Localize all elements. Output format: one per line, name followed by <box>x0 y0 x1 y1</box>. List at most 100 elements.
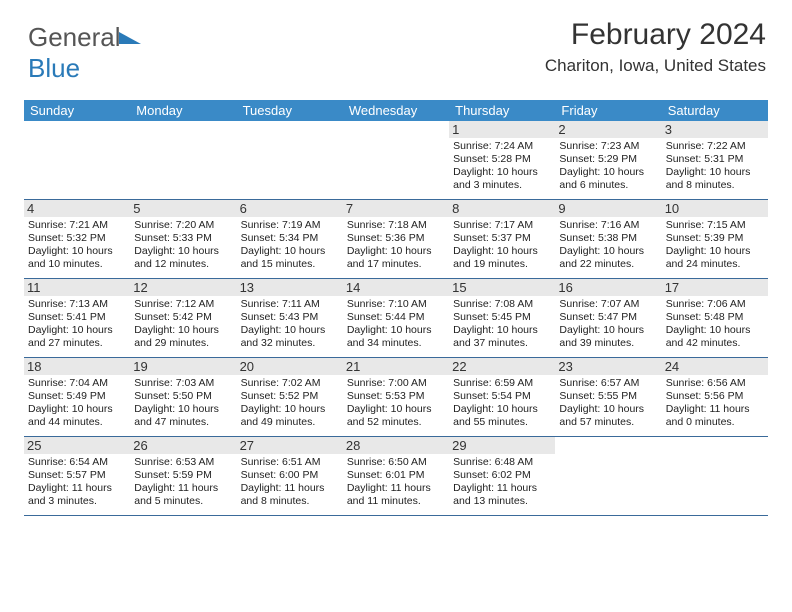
day-cell: 15 Sunrise: 7:08 AMSunset: 5:45 PMDayligh… <box>449 279 555 357</box>
day-cell: 27 Sunrise: 6:51 AMSunset: 6:00 PMDayligh… <box>237 437 343 515</box>
day-cell: 10Sunrise: 7:15 AMSunset: 5:39 PMDayligh… <box>662 200 768 278</box>
day-number: 3 <box>662 121 768 138</box>
day-info: Sunrise: 7:21 AMSunset: 5:32 PMDaylight:… <box>28 219 126 272</box>
day-cell: 13Sunrise: 7:11 AMSunset: 5:43 PMDayligh… <box>237 279 343 357</box>
day-number: 28 <box>343 437 449 454</box>
daylight-text: Daylight: 10 hours and 22 minutes. <box>559 245 657 271</box>
daylight-text: Daylight: 10 hours and 34 minutes. <box>347 324 445 350</box>
day-cell: 5Sunrise: 7:20 AMSunset: 5:33 PMDaylight… <box>130 200 236 278</box>
weekday-header: Saturday <box>662 100 768 121</box>
sunrise-text: Sunrise: 7:06 AM <box>666 298 764 311</box>
sunset-text: Sunset: 5:44 PM <box>347 311 445 324</box>
day-info: Sunrise: 7:24 AMSunset: 5:28 PMDaylight:… <box>453 140 551 193</box>
day-number: 21 <box>343 358 449 375</box>
day-number: 25 <box>24 437 130 454</box>
day-info: Sunrise: 6:54 AMSunset: 5:57 PMDaylight:… <box>28 456 126 509</box>
day-info: Sunrise: 7:12 AMSunset: 5:42 PMDaylight:… <box>134 298 232 351</box>
day-number: 27 <box>237 437 343 454</box>
daylight-text: Daylight: 10 hours and 19 minutes. <box>453 245 551 271</box>
sunset-text: Sunset: 5:36 PM <box>347 232 445 245</box>
day-cell: 17Sunrise: 7:06 AMSunset: 5:48 PMDayligh… <box>662 279 768 357</box>
day-info: Sunrise: 6:59 AMSunset: 5:54 PMDaylight:… <box>453 377 551 430</box>
day-number: 4 <box>24 200 130 217</box>
day-cell: 7 Sunrise: 7:18 AMSunset: 5:36 PMDaylight… <box>343 200 449 278</box>
day-info: Sunrise: 7:04 AMSunset: 5:49 PMDaylight:… <box>28 377 126 430</box>
sunrise-text: Sunrise: 7:10 AM <box>347 298 445 311</box>
day-number: 24 <box>662 358 768 375</box>
day-info: Sunrise: 7:16 AMSunset: 5:38 PMDaylight:… <box>559 219 657 272</box>
day-info: Sunrise: 6:51 AMSunset: 6:00 PMDaylight:… <box>241 456 339 509</box>
daylight-text: Daylight: 10 hours and 15 minutes. <box>241 245 339 271</box>
sunset-text: Sunset: 6:00 PM <box>241 469 339 482</box>
day-info: Sunrise: 7:08 AMSunset: 5:45 PMDaylight:… <box>453 298 551 351</box>
daylight-text: Daylight: 11 hours and 5 minutes. <box>134 482 232 508</box>
sunset-text: Sunset: 5:33 PM <box>134 232 232 245</box>
day-cell: 3 Sunrise: 7:22 AMSunset: 5:31 PMDaylight… <box>662 121 768 199</box>
day-cell: 14Sunrise: 7:10 AMSunset: 5:44 PMDayligh… <box>343 279 449 357</box>
weekday-header: Monday <box>130 100 236 121</box>
daylight-text: Daylight: 10 hours and 10 minutes. <box>28 245 126 271</box>
day-cell: 23Sunrise: 6:57 AMSunset: 5:55 PMDayligh… <box>555 358 661 436</box>
sunset-text: Sunset: 5:55 PM <box>559 390 657 403</box>
calendar: SundayMondayTuesdayWednesdayThursdayFrid… <box>24 100 768 516</box>
day-cell: 4 Sunrise: 7:21 AMSunset: 5:32 PMDaylight… <box>24 200 130 278</box>
weekday-header: Friday <box>555 100 661 121</box>
day-number: 2 <box>555 121 661 138</box>
sunset-text: Sunset: 5:32 PM <box>28 232 126 245</box>
day-info: Sunrise: 7:22 AMSunset: 5:31 PMDaylight:… <box>666 140 764 193</box>
sunset-text: Sunset: 5:49 PM <box>28 390 126 403</box>
sunset-text: Sunset: 5:54 PM <box>453 390 551 403</box>
sunrise-text: Sunrise: 7:15 AM <box>666 219 764 232</box>
day-number: 15 <box>449 279 555 296</box>
day-cell: . <box>662 437 768 515</box>
day-number: 26 <box>130 437 236 454</box>
title-block: February 2024 Chariton, Iowa, United Sta… <box>545 18 766 76</box>
sunrise-text: Sunrise: 7:12 AM <box>134 298 232 311</box>
day-info: Sunrise: 7:18 AMSunset: 5:36 PMDaylight:… <box>347 219 445 272</box>
daylight-text: Daylight: 10 hours and 8 minutes. <box>666 166 764 192</box>
logo-text-b: Blue <box>28 53 80 83</box>
daylight-text: Daylight: 10 hours and 24 minutes. <box>666 245 764 271</box>
day-cell: 18 Sunrise: 7:04 AMSunset: 5:49 PMDayligh… <box>24 358 130 436</box>
day-number: 7 <box>343 200 449 217</box>
daylight-text: Daylight: 10 hours and 55 minutes. <box>453 403 551 429</box>
day-info: Sunrise: 7:02 AMSunset: 5:52 PMDaylight:… <box>241 377 339 430</box>
weekday-header: Wednesday <box>343 100 449 121</box>
day-info: Sunrise: 6:48 AMSunset: 6:02 PMDaylight:… <box>453 456 551 509</box>
daylight-text: Daylight: 10 hours and 42 minutes. <box>666 324 764 350</box>
day-number: 18 <box>24 358 130 375</box>
day-number: 8 <box>449 200 555 217</box>
month-title: February 2024 <box>545 18 766 52</box>
logo: General Blue <box>28 22 141 84</box>
day-cell: 12Sunrise: 7:12 AMSunset: 5:42 PMDayligh… <box>130 279 236 357</box>
sunset-text: Sunset: 5:45 PM <box>453 311 551 324</box>
sunset-text: Sunset: 5:29 PM <box>559 153 657 166</box>
sunrise-text: Sunrise: 6:50 AM <box>347 456 445 469</box>
day-cell: 20 Sunrise: 7:02 AMSunset: 5:52 PMDayligh… <box>237 358 343 436</box>
day-cell: . <box>130 121 236 199</box>
day-info: Sunrise: 7:13 AMSunset: 5:41 PMDaylight:… <box>28 298 126 351</box>
daylight-text: Daylight: 11 hours and 3 minutes. <box>28 482 126 508</box>
day-number: 22 <box>449 358 555 375</box>
day-cell: 2Sunrise: 7:23 AMSunset: 5:29 PMDaylight… <box>555 121 661 199</box>
weekday-header: Tuesday <box>237 100 343 121</box>
weekday-header: Thursday <box>449 100 555 121</box>
sunset-text: Sunset: 5:57 PM <box>28 469 126 482</box>
daylight-text: Daylight: 11 hours and 8 minutes. <box>241 482 339 508</box>
sunset-text: Sunset: 5:41 PM <box>28 311 126 324</box>
daylight-text: Daylight: 10 hours and 49 minutes. <box>241 403 339 429</box>
sunset-text: Sunset: 5:59 PM <box>134 469 232 482</box>
daylight-text: Daylight: 10 hours and 39 minutes. <box>559 324 657 350</box>
day-number: 20 <box>237 358 343 375</box>
daylight-text: Daylight: 10 hours and 32 minutes. <box>241 324 339 350</box>
day-number: 6 <box>237 200 343 217</box>
sunrise-text: Sunrise: 7:13 AM <box>28 298 126 311</box>
day-info: Sunrise: 6:53 AMSunset: 5:59 PMDaylight:… <box>134 456 232 509</box>
day-cell: . <box>555 437 661 515</box>
sunset-text: Sunset: 5:47 PM <box>559 311 657 324</box>
day-cell: . <box>343 121 449 199</box>
day-cell: 16Sunrise: 7:07 AMSunset: 5:47 PMDayligh… <box>555 279 661 357</box>
daylight-text: Daylight: 10 hours and 37 minutes. <box>453 324 551 350</box>
sunset-text: Sunset: 5:50 PM <box>134 390 232 403</box>
day-info: Sunrise: 7:03 AMSunset: 5:50 PMDaylight:… <box>134 377 232 430</box>
